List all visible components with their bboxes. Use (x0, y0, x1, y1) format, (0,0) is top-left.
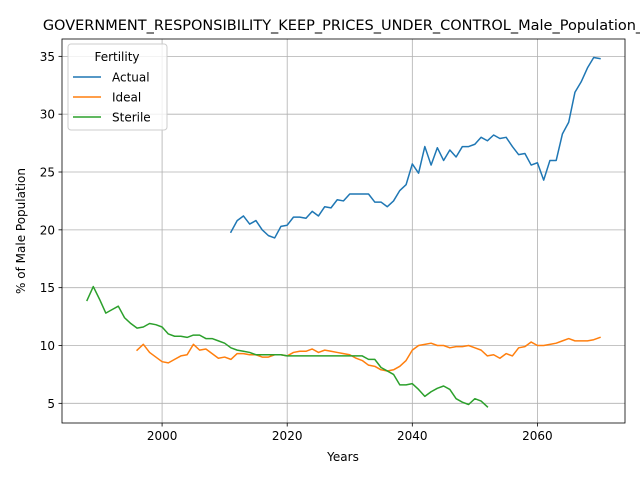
x-tick-label: 2040 (397, 429, 428, 443)
legend-label-ideal: Ideal (112, 91, 141, 105)
y-axis-label: % of Male Population (14, 168, 28, 294)
x-tick-label: 2060 (522, 429, 553, 443)
x-axis-label: Years (326, 450, 359, 464)
x-tick-label: 2000 (147, 429, 178, 443)
chart-title: GOVERNMENT_RESPONSIBILITY_KEEP_PRICES_UN… (43, 18, 640, 34)
x-tick-label: 2020 (272, 429, 303, 443)
plot-frame (61, 38, 626, 424)
series-line-actual (229, 56, 601, 239)
legend-label-sterile: Sterile (112, 111, 151, 125)
y-tick-label: 15 (40, 281, 55, 295)
y-tick-label: 10 (40, 339, 55, 353)
y-tick-label: 25 (40, 166, 55, 180)
legend-title: Fertility (94, 50, 139, 64)
x-axis-ticks: 2000 2020 2040 2060 (147, 423, 553, 443)
legend-box (67, 43, 168, 131)
legend-label-actual: Actual (112, 71, 150, 85)
series-line-ideal (136, 336, 601, 372)
y-tick-label: 35 (40, 50, 55, 64)
y-tick-label: 30 (40, 108, 55, 122)
grid (62, 39, 625, 423)
y-tick-label: 5 (47, 397, 55, 411)
legend-entries: Actual Ideal Sterile (73, 71, 151, 125)
y-tick-label: 20 (40, 223, 55, 237)
y-axis-ticks: 5 10 15 20 25 30 35 (40, 50, 62, 411)
series-lines (86, 56, 601, 408)
legend: Fertility Actual Ideal Sterile (67, 43, 168, 131)
series-line-sterile (86, 285, 489, 408)
